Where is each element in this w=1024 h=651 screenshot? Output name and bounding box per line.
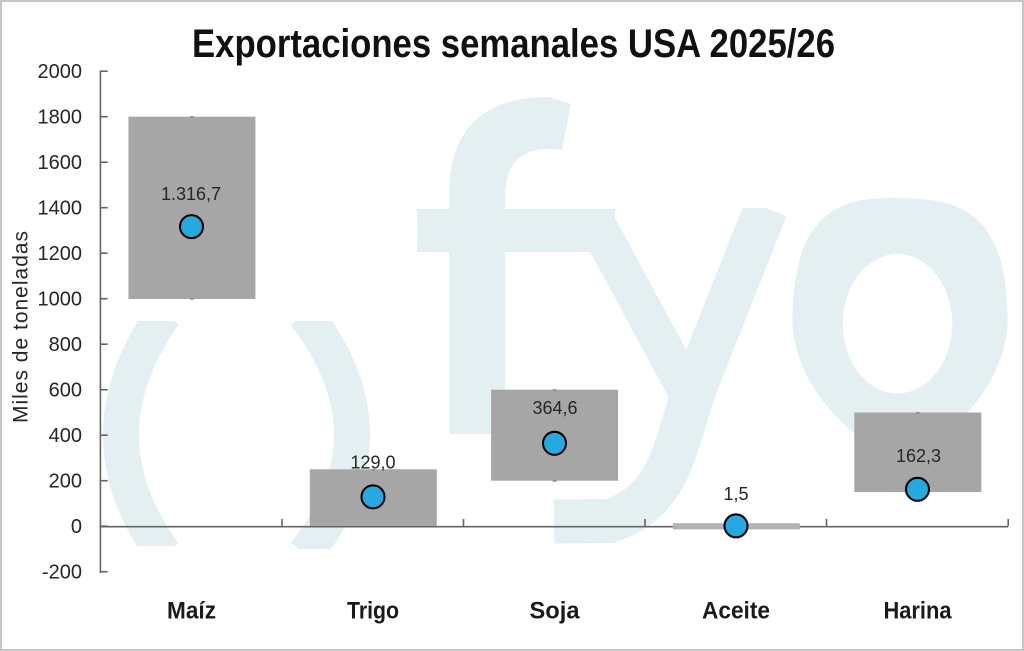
svg-text:600: 600: [49, 380, 82, 402]
svg-text:1,5: 1,5: [723, 484, 748, 504]
svg-text:Exportaciones semanales USA 20: Exportaciones semanales USA 2025/26: [192, 22, 835, 66]
svg-text:1200: 1200: [38, 243, 83, 265]
svg-text:162,3: 162,3: [896, 446, 941, 466]
svg-text:1000: 1000: [38, 289, 83, 311]
svg-text:1800: 1800: [38, 107, 83, 129]
svg-text:364,6: 364,6: [532, 398, 577, 418]
svg-text:Soja: Soja: [530, 598, 581, 625]
svg-text:0: 0: [71, 516, 82, 538]
svg-text:1.316,7: 1.316,7: [161, 184, 221, 204]
svg-text:Harina: Harina: [884, 598, 953, 625]
svg-text:800: 800: [49, 334, 82, 356]
svg-text:1600: 1600: [38, 152, 83, 174]
svg-text:200: 200: [49, 471, 82, 493]
svg-text:Aceite: Aceite: [702, 598, 770, 625]
svg-text:1400: 1400: [38, 198, 83, 220]
svg-text:400: 400: [49, 425, 82, 447]
svg-text:129,0: 129,0: [350, 453, 395, 473]
svg-text:Trigo: Trigo: [347, 598, 399, 625]
svg-text:Miles de toneladas: Miles de toneladas: [9, 230, 32, 423]
svg-text:Maíz: Maíz: [167, 598, 216, 625]
svg-text:2000: 2000: [38, 61, 83, 83]
svg-text:-200: -200: [42, 562, 82, 584]
